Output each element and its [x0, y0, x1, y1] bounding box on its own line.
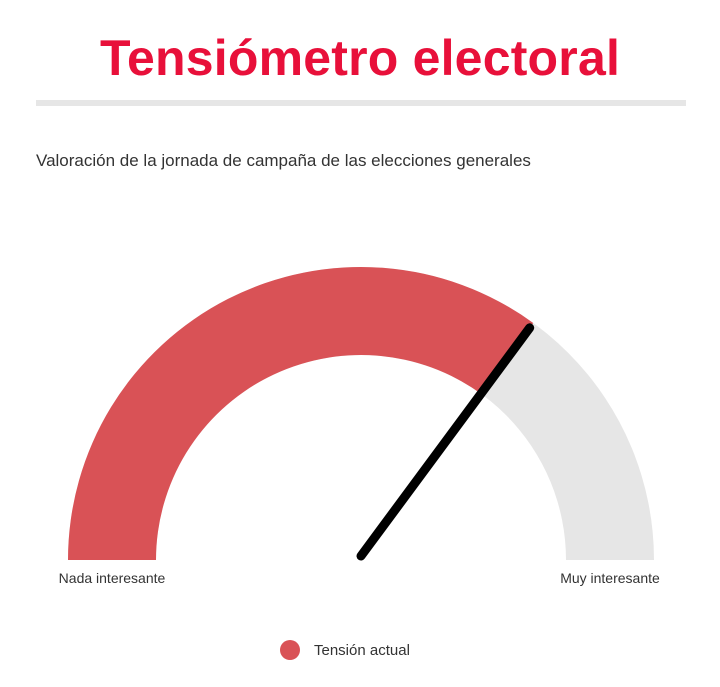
- gauge-value-arc: [68, 267, 534, 560]
- title-divider: [36, 100, 686, 106]
- gauge-chart: Nada interesante Muy interesante: [59, 267, 660, 586]
- legend-label: Tensión actual: [314, 641, 410, 659]
- chart-subtitle: Valoración de la jornada de campaña de l…: [36, 151, 531, 170]
- legend-swatch-icon: [280, 640, 300, 660]
- gauge-min-label: Nada interesante: [59, 570, 166, 586]
- gauge-needle: [356, 323, 535, 561]
- gauge-max-label: Muy interesante: [560, 570, 660, 586]
- chart-legend: Tensión actual: [280, 640, 410, 660]
- page-title: Tensiómetro electoral: [99, 30, 621, 86]
